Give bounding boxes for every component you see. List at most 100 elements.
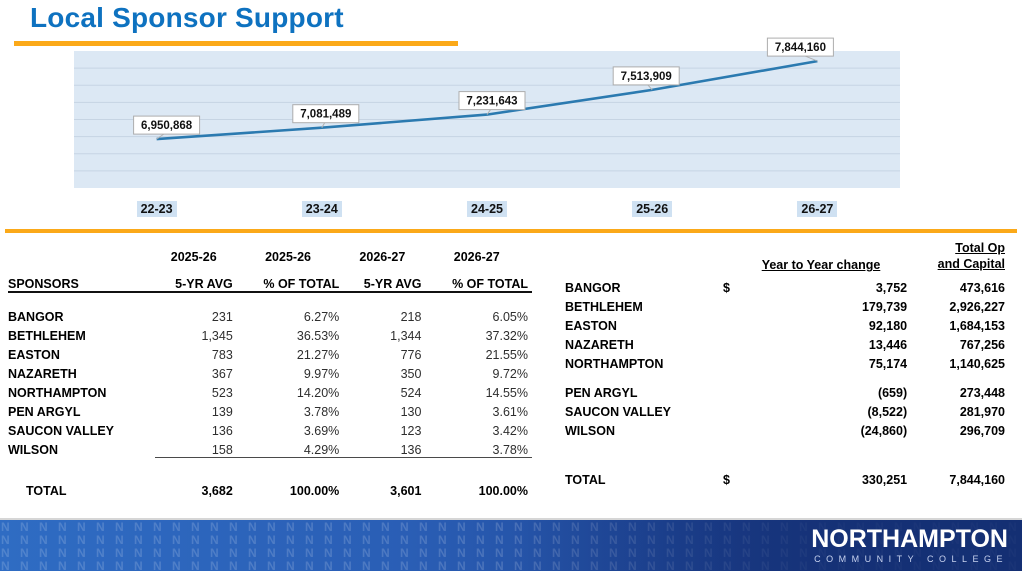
data-label-box xyxy=(766,37,834,57)
sponsor-value: 130 xyxy=(400,405,422,419)
chart-x-axis: 22-23 23-24 24-25 25-26 26-27 xyxy=(60,201,920,223)
total-row: TOTAL $330,251 7,844,160 xyxy=(565,468,1005,487)
column-header: % OF TOTAL xyxy=(425,264,532,293)
sponsor-name: SAUCON VALLEY xyxy=(8,424,115,438)
sponsor-value: 21.55% xyxy=(485,348,528,362)
sponsor-value: 367 xyxy=(211,367,233,381)
sponsor-row: NORTHAMPTON 523 14.20% 524 14.55% xyxy=(8,381,532,400)
sponsor-row: WILSON 158 4.29% 136 3.78% xyxy=(8,438,532,458)
currency-symbol xyxy=(719,333,735,352)
sponsor-value: 136 xyxy=(211,424,233,438)
right-header-row: Year to Year change Total Op and Capital xyxy=(565,241,1005,276)
data-label: 7,844,160 xyxy=(775,42,826,54)
sponsor-value: 136 xyxy=(343,438,426,458)
data-label-box xyxy=(292,104,360,124)
sponsor-value: 14.20% xyxy=(296,386,340,400)
sponsor-name: TOTAL xyxy=(565,473,606,488)
change-row: BANGOR $3,752 473,616 xyxy=(565,276,1005,295)
sponsor-name: BETHLEHEM xyxy=(8,329,86,343)
year-header: 2025-26 xyxy=(170,250,217,264)
year-header-row: 2025-26 2025-26 2026-27 2026-27 xyxy=(8,238,532,264)
change-row: NAZARETH 13,446 767,256 xyxy=(565,333,1005,352)
change-value: (659) xyxy=(877,386,908,401)
sponsor-value: 123 xyxy=(400,424,422,438)
sponsor-name: NAZARETH xyxy=(8,367,77,381)
sponsor-value: 3.42% xyxy=(492,424,528,438)
sponsor-name: PEN ARGYL xyxy=(565,386,638,401)
sponsor-name: EASTON xyxy=(8,348,60,362)
sponsor-value: 231 xyxy=(211,310,233,324)
currency-symbol: $ xyxy=(722,281,730,296)
sponsors-percentage-table: 2025-26 2025-26 2026-27 2026-27 SPONSORS 5-YR… xyxy=(8,238,532,498)
sponsor-value: 139 xyxy=(211,405,233,419)
data-label-box xyxy=(458,91,526,111)
footer-fade-overlay xyxy=(0,520,1022,571)
column-header: 5-YR AVG xyxy=(154,264,237,293)
x-axis-label: 24-25 xyxy=(467,201,507,217)
sponsor-value: 14.55% xyxy=(485,386,528,400)
sponsor-name: EASTON xyxy=(565,319,617,334)
logo-college-name: NORTHAMPTON xyxy=(811,525,1008,553)
change-header: Year to Year change xyxy=(761,258,881,273)
sponsor-value: 524 xyxy=(400,386,422,400)
sponsor-name: BANGOR xyxy=(8,310,64,324)
sponsor-value: 9.97% xyxy=(303,367,340,381)
sponsor-name: WILSON xyxy=(565,424,615,439)
x-axis-label: 25-26 xyxy=(632,201,673,217)
year-change-table-body: Year to Year change Total Op and Capital BA… xyxy=(565,241,1005,487)
data-label: 6,950,868 xyxy=(141,120,193,132)
sponsor-value: 3.61% xyxy=(492,405,528,419)
sponsor-value: 21.27% xyxy=(296,348,340,362)
x-axis-label: 23-24 xyxy=(301,201,342,217)
sponsor-name: BETHLEHEM xyxy=(565,300,643,315)
sponsor-row: BETHLEHEM 1,345 36.53% 1,344 37.32% xyxy=(8,324,532,343)
sponsor-value: 350 xyxy=(400,367,422,381)
sponsor-value: 6.27% xyxy=(303,310,340,324)
change-row: SAUCON VALLEY (8,522) 281,970 xyxy=(565,400,1005,419)
data-label: 7,081,489 xyxy=(300,109,351,121)
footer-bar: N NORTHAMPTON COMMUNITY COLLEGE xyxy=(0,518,1022,571)
change-value: 330,251 xyxy=(861,473,908,488)
total-value: 3,682 xyxy=(201,484,233,498)
change-row: EASTON 92,180 1,684,153 xyxy=(565,314,1005,333)
op-capital-value: 1,684,153 xyxy=(949,319,1005,334)
op-capital-value: 296,709 xyxy=(959,424,1005,439)
total-value: 100.00% xyxy=(478,484,528,498)
total-label: TOTAL xyxy=(26,484,67,498)
sponsor-support-line-chart: 6,950,868 7,081,489 7,231,643 7,513,909 7,84… xyxy=(74,37,900,188)
column-header: SPONSORS xyxy=(8,264,155,293)
change-row: NORTHAMPTON 75,174 1,140,625 xyxy=(565,352,1005,371)
sponsors-table-body: 2025-26 2025-26 2026-27 2026-27 SPONSORS 5-YR… xyxy=(8,238,532,498)
sponsor-value: 3.78% xyxy=(303,405,340,419)
sponsor-row: PEN ARGYL 139 3.78% 130 3.61% xyxy=(8,400,532,419)
change-value: (8,522) xyxy=(867,405,908,420)
change-value: 13,446 xyxy=(868,338,908,353)
data-label: 7,513,909 xyxy=(621,71,672,83)
college-logo: NORTHAMPTON COMMUNITY COLLEGE xyxy=(810,525,1008,565)
column-header: % OF TOTAL xyxy=(236,264,344,293)
sponsor-row: NAZARETH 367 9.97% 350 9.72% xyxy=(8,362,532,381)
op-capital-value: 281,970 xyxy=(959,405,1005,420)
data-label-box xyxy=(133,115,201,135)
section-divider xyxy=(5,229,1017,233)
title-underline xyxy=(14,41,458,46)
sponsor-name: NAZARETH xyxy=(565,338,634,353)
sponsor-value: 37.32% xyxy=(485,329,528,343)
sponsor-name: BANGOR xyxy=(565,281,621,296)
op-capital-value: 473,616 xyxy=(959,281,1005,296)
sponsor-value: 1,345 xyxy=(201,329,233,343)
sponsor-value: 218 xyxy=(400,310,422,324)
sponsor-value: 3.78% xyxy=(425,438,532,458)
sponsor-value: 158 xyxy=(154,438,237,458)
sponsor-value: 776 xyxy=(400,348,422,362)
x-axis-label: 26-27 xyxy=(797,201,838,217)
op-capital-value: 273,448 xyxy=(959,386,1005,401)
change-value: 92,180 xyxy=(868,319,908,334)
total-row: TOTAL 3,682 100.00% 3,601 100.00% xyxy=(8,479,532,498)
logo-college-subtitle: COMMUNITY COLLEGE xyxy=(814,554,1008,564)
op-capital-value: 767,256 xyxy=(959,338,1005,353)
sponsor-value: 6.05% xyxy=(492,310,528,324)
data-label: 7,231,643 xyxy=(466,96,517,108)
total-value: 100.00% xyxy=(289,484,340,498)
